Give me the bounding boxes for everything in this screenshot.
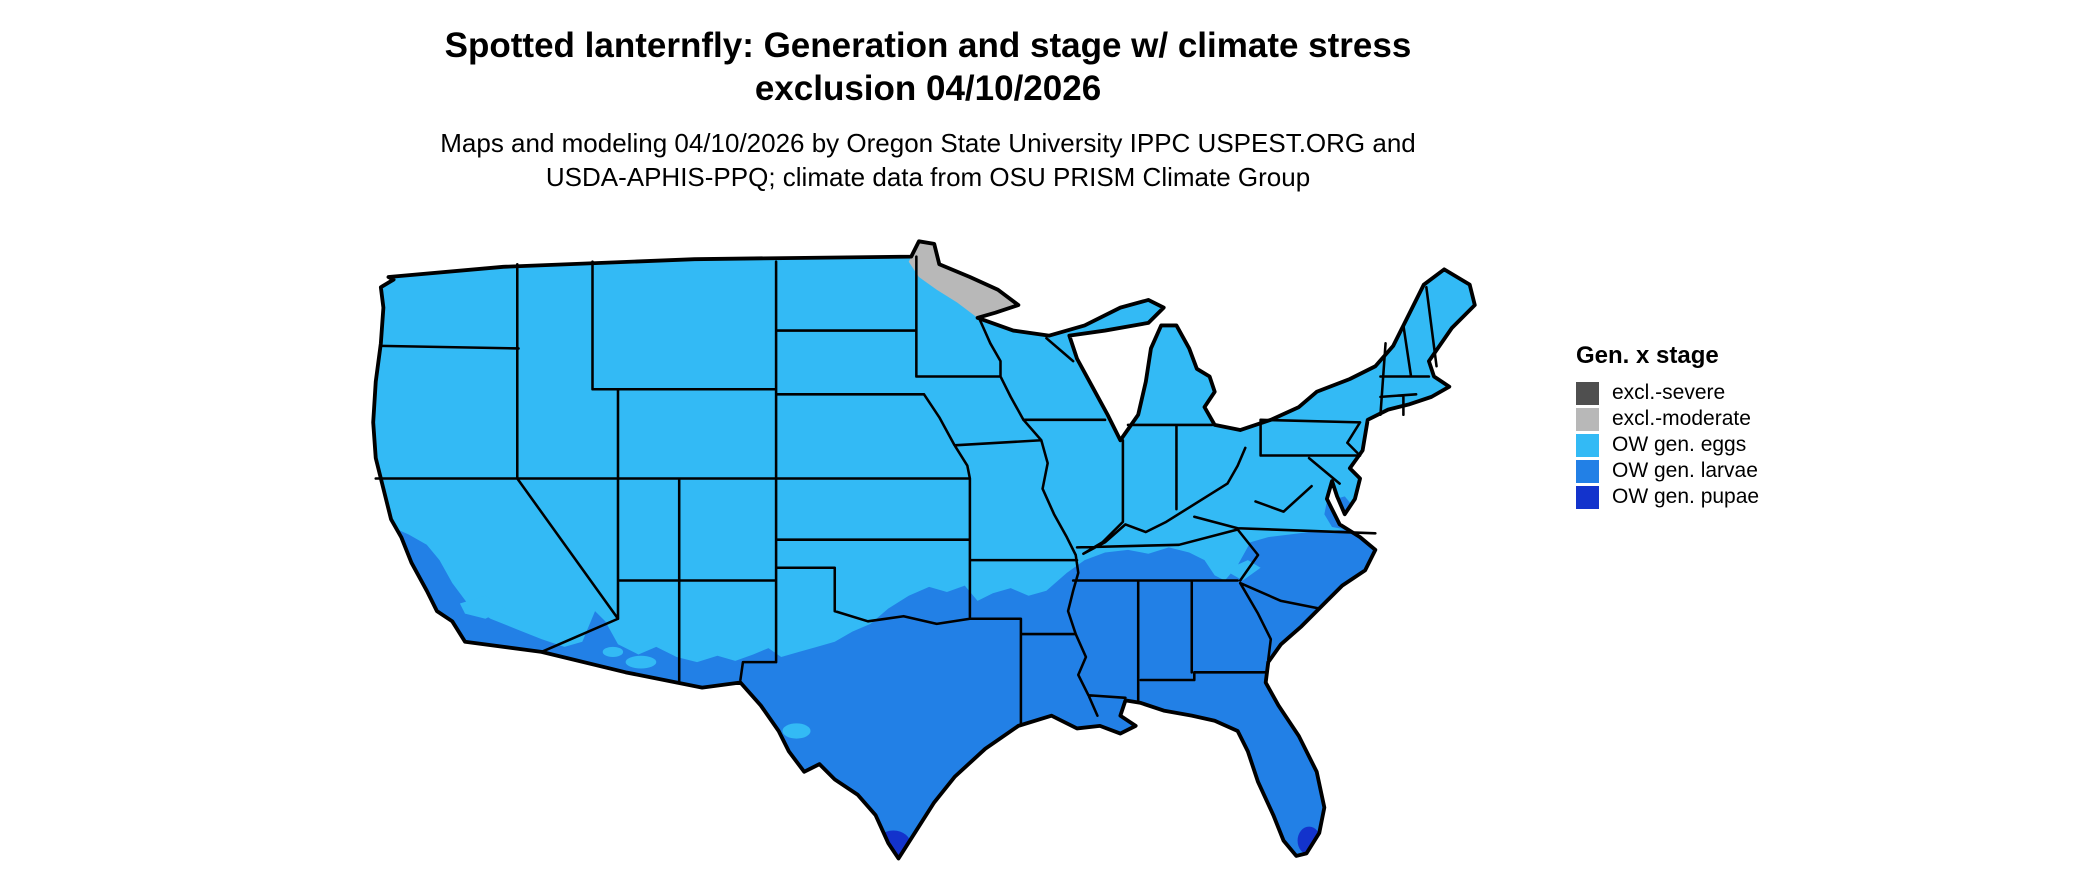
state-borders bbox=[374, 255, 1438, 725]
legend-swatch-ow-gen-eggs bbox=[1576, 433, 1599, 457]
legend-swatch-ow-gen-larvae bbox=[1576, 459, 1599, 483]
legend-item-ow-gen-larvae: OW gen. larvae bbox=[1576, 458, 1906, 484]
legend-title: Gen. x stage bbox=[1576, 342, 1719, 369]
legend-item-excl-severe: excl.-severe bbox=[1576, 380, 1906, 406]
legend: Gen. x stage excl.-severe excl.-moderate… bbox=[1576, 342, 1906, 510]
legend-swatch-ow-gen-pupae bbox=[1576, 485, 1599, 509]
legend-item-ow-gen-eggs: OW gen. eggs bbox=[1576, 432, 1906, 458]
subtitle-block: Maps and modeling 04/10/2026 by Oregon S… bbox=[0, 126, 1856, 194]
country-outline bbox=[371, 239, 1477, 861]
page-title-line1: Spotted lanternfly: Generation and stage… bbox=[444, 26, 1412, 65]
legend-label-ow-gen-larvae: OW gen. larvae bbox=[1612, 459, 1758, 482]
legend-item-ow-gen-pupae: OW gen. pupae bbox=[1576, 484, 1906, 510]
us-map bbox=[371, 239, 1477, 861]
zone-eggs-mountain-patch-arizona bbox=[625, 655, 657, 669]
zone-eggs-mountain-patch-west-texas bbox=[782, 723, 811, 739]
title-block: Spotted lanternfly: Generation and stage… bbox=[0, 24, 1856, 194]
subtitle-line1: Maps and modeling 04/10/2026 by Oregon S… bbox=[440, 128, 1416, 158]
legend-swatch-excl-moderate bbox=[1576, 407, 1599, 431]
page-title-line2: exclusion 04/10/2026 bbox=[754, 69, 1102, 108]
legend-label-ow-gen-eggs: OW gen. eggs bbox=[1612, 433, 1747, 456]
zone-excl-moderate-minnesota bbox=[908, 241, 1019, 318]
subtitle-line2: USDA-APHIS-PPQ; climate data from OSU PR… bbox=[545, 162, 1311, 192]
legend-item-excl-moderate: excl.-moderate bbox=[1576, 406, 1906, 432]
legend-label-ow-gen-pupae: OW gen. pupae bbox=[1612, 485, 1760, 508]
legend-label-excl-severe: excl.-severe bbox=[1612, 381, 1726, 404]
zone-eggs-mountain-patch-socal bbox=[459, 595, 506, 619]
zone-eggs-mountain-patch-central-az bbox=[602, 646, 624, 658]
legend-label-excl-moderate: excl.-moderate bbox=[1612, 407, 1751, 430]
legend-swatch-excl-severe bbox=[1576, 381, 1599, 405]
